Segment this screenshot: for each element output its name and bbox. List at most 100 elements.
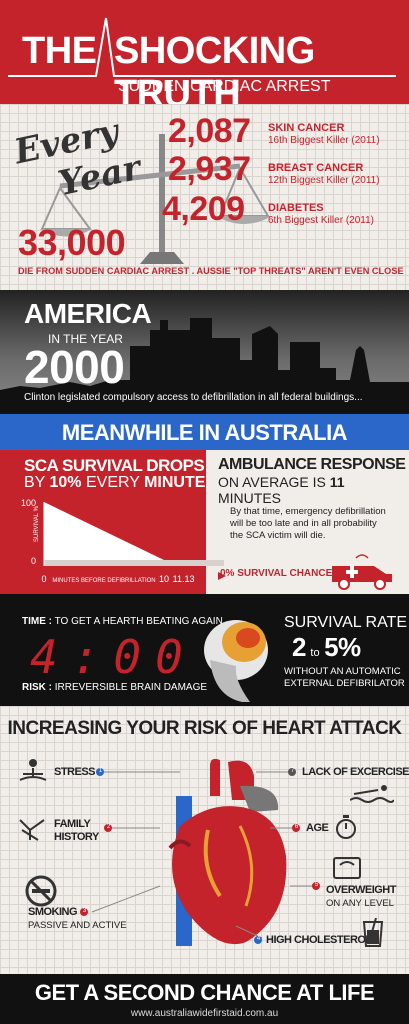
balance-scale-icon <box>40 134 272 264</box>
ambulance-minutes-label: MINUTES <box>218 490 281 506</box>
every-year-section: Every Year 2,087 SKIN CANCER 16th Bigges… <box>0 104 409 290</box>
stat-rank: 6th Biggest Killer (2011) <box>268 215 374 226</box>
survival-without-1: WITHOUT AN AUTOMATIC <box>284 666 401 677</box>
zero-survival-chance: 0% SURVIVAL CHANCE <box>220 568 333 579</box>
risk-factor-label: STRESS <box>54 766 96 778</box>
risk-factor-label: OVERWEIGHT <box>326 884 396 896</box>
risk-badge-5: 5 <box>314 882 319 888</box>
stat-label: DIABETES <box>268 202 324 214</box>
footer-url-link[interactable]: www.australiawidefirstaid.com.au <box>130 1008 279 1019</box>
every-year-caption: DIE FROM SUDDEN CARDIAC ARREST . AUSSIE … <box>18 266 404 276</box>
risk-title: INCREASING YOUR RISK OF HEART ATTACK <box>7 718 402 739</box>
no-smoking-icon <box>25 875 57 907</box>
time-risk-section: TIME : TO GET A HEARTH BEATING AGAIN 4:0… <box>0 594 409 706</box>
stopwatch-icon <box>336 815 356 839</box>
sca-title-every: EVERY <box>81 474 145 491</box>
sca-title-pct: 10% <box>49 474 82 491</box>
australia-banner: MEANWHILE IN AUSTRALIA <box>0 414 409 450</box>
ambulance-on-average: ON AVERAGE IS <box>218 474 330 490</box>
risk-badge-3: 3 <box>82 908 87 914</box>
stat-rank: 12th Biggest Killer (2011) <box>268 175 380 186</box>
chart-area <box>44 502 164 560</box>
clock-display: 4:00 <box>30 630 197 684</box>
survival-rate-high: 5% <box>324 632 361 662</box>
chart-y-tick-label: 0 <box>31 556 36 566</box>
cocktail-glass-icon <box>362 918 384 947</box>
risk-text: IRREVERSIBLE BRAIN DAMAGE <box>52 682 208 693</box>
risk-factor-sub: HISTORY <box>54 831 99 843</box>
footer-title: GET A SECOND CHANCE AT LIFE <box>34 980 375 1005</box>
sca-panel <box>0 450 206 594</box>
stat-number: 4,209 <box>162 190 245 228</box>
stat-label: SKIN CANCER <box>268 122 345 134</box>
header-title-the: THE <box>22 30 97 72</box>
chart-x-tick-label: 11.13 <box>173 574 195 584</box>
sca-title-2: BY 10% EVERY MINUTE <box>24 474 205 492</box>
sca-title-by: BY <box>24 474 50 491</box>
stat-number: 2,937 <box>168 150 251 188</box>
chart-y-tick-label: 100 <box>21 498 36 508</box>
connector-lines <box>80 768 320 944</box>
header-subtitle: SUDDEN CARDIAC ARREST <box>118 78 331 95</box>
footer: GET A SECOND CHANCE AT LIFE www.australi… <box>0 974 409 1024</box>
swimmer-icon <box>350 785 394 803</box>
stat-rank: 16th Biggest Killer (2011) <box>268 135 380 146</box>
risk-badge-6: 6 <box>294 824 299 830</box>
america-caption: Clinton legislated compulsory access to … <box>24 392 363 403</box>
family-tree-icon <box>19 819 45 841</box>
risk-section: INCREASING YOUR RISK OF HEART ATTACK <box>0 706 409 974</box>
chart-x-axis-label: MINUTES BEFORE DEFIBRILLATION <box>52 578 155 584</box>
chart-x-tick-label: 0 <box>41 574 46 584</box>
ambulance-minutes: 11 <box>329 474 345 490</box>
risk-line: RISK : IRREVERSIBLE BRAIN DAMAGE <box>22 682 207 693</box>
risk-factor-label: HIGH CHOLESTEROL <box>266 934 372 946</box>
ambulance-title-2: ON AVERAGE IS 11 MINUTES <box>218 474 409 506</box>
chart-x-tick-label: 10 <box>159 574 169 584</box>
time-text: TO GET A HEARTH BEATING AGAIN <box>52 616 223 627</box>
stat-number: 2,087 <box>168 112 251 150</box>
america-section: AMERICA IN THE YEAR 2000 Clinton legisla… <box>0 290 409 414</box>
heart-icon <box>168 758 287 946</box>
risk-badge-1: 1 <box>98 768 103 774</box>
stat-label: BREAST CANCER <box>268 162 364 174</box>
survival-rate-to: to <box>310 647 320 659</box>
australia-banner-text: MEANWHILE IN AUSTRALIA <box>61 420 348 445</box>
risk-badge-2: 2 <box>106 824 111 830</box>
survival-rate-values: 2 to 5% <box>292 632 361 663</box>
survival-chart: 100 0 SURVIVAL % 0 10 11.13 MINUTES BEFORE DEF… <box>21 498 226 584</box>
ambulance-title-1: AMBULANCE RESPONSE <box>218 456 406 473</box>
pulse-line-icon <box>8 17 396 77</box>
risk-factor-label: FAMILY <box>54 818 91 830</box>
header: THE SHOCKING TRUTH SUDDEN CARDIAC ARREST <box>0 0 409 104</box>
ambulance-body: By that time, emergency defibrillation w… <box>230 506 386 541</box>
risk-factor-label: SMOKING <box>28 906 78 918</box>
survival-rate-title: SURVIVAL RATE <box>284 614 407 631</box>
risk-label: RISK : <box>22 682 52 693</box>
risk-factor-sub: PASSIVE AND ACTIVE <box>28 920 127 931</box>
header-title-shocking-truth: SHOCKING TRUTH <box>114 30 315 104</box>
chart-y-axis-label: SURVIVAL % <box>34 505 40 542</box>
meditation-icon <box>19 759 47 781</box>
sca-title-minute: MINUTE <box>144 474 206 491</box>
chart-arrow-icon <box>218 572 226 580</box>
in-the-year: IN THE YEAR <box>48 332 123 346</box>
risk-badge-7: 7 <box>290 768 295 774</box>
risk-factor-label: AGE <box>306 822 329 834</box>
risk-factor-sub: ON ANY LEVEL <box>326 898 394 909</box>
scale-icon <box>333 857 361 879</box>
sca-title-1: SCA SURVIVAL DROPS <box>24 456 205 475</box>
city-skyline-icon <box>0 318 409 414</box>
america-title: AMERICA <box>24 298 152 329</box>
time-label: TIME : <box>22 616 52 627</box>
survival-rate-low: 2 <box>292 632 306 662</box>
chart-baseline-band <box>44 560 224 566</box>
time-line: TIME : TO GET A HEARTH BEATING AGAIN <box>22 616 223 627</box>
ambulance-icon <box>332 554 392 590</box>
risk-badge-4: 4 <box>256 936 261 942</box>
sca-section: SCA SURVIVAL DROPS BY 10% EVERY MINUTE 1… <box>0 450 409 594</box>
risk-factor-label: LACK OF EXCERCISE <box>302 766 409 778</box>
survival-without-2: EXTERNAL DEFIBRILATOR <box>284 678 405 689</box>
big-number: 33,000 <box>18 222 126 263</box>
brain-head-icon <box>204 620 268 702</box>
